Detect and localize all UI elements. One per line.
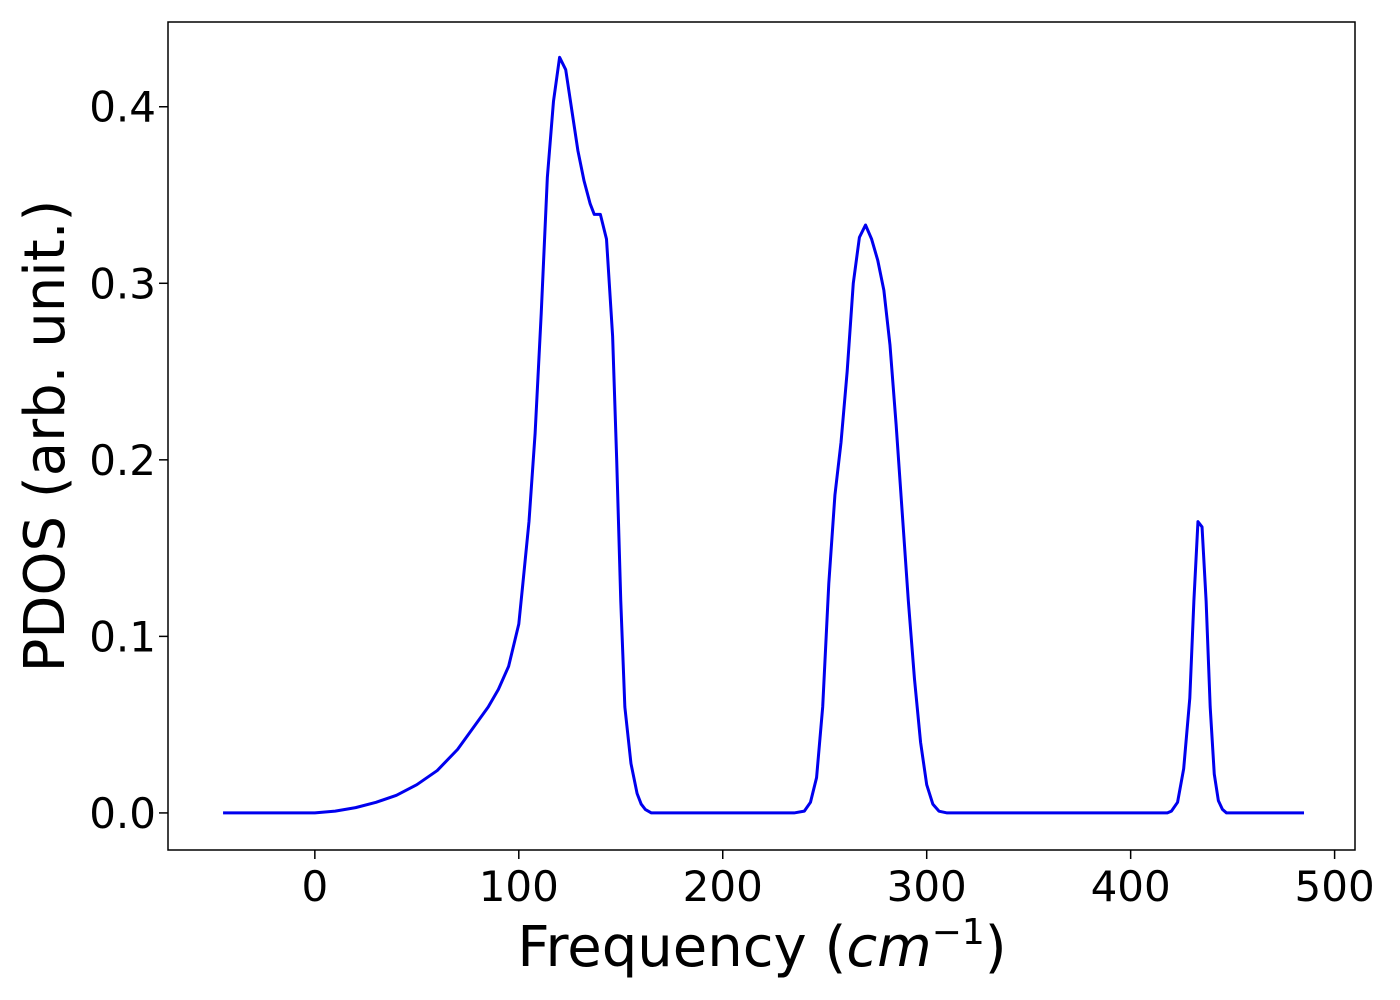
y-axis: 0.0 0.1 0.2 0.3 0.4 (89, 83, 168, 838)
x-tick-label: 400 (1091, 862, 1171, 911)
y-tick-label: 0.0 (89, 789, 156, 838)
x-tick-label: 200 (683, 862, 763, 911)
y-axis-label: PDOS (arb. unit.) (13, 200, 78, 673)
x-axis-unit: cm (846, 915, 931, 980)
x-axis-label: Frequency (cm−1) (517, 912, 1006, 980)
x-tick-label: 0 (301, 862, 328, 911)
y-tick-label: 0.4 (89, 83, 156, 132)
x-tick-label: 100 (479, 862, 559, 911)
x-axis-unit-exponent: −1 (932, 912, 985, 953)
plot-frame (167, 21, 1356, 851)
x-tick-label: 500 (1295, 862, 1375, 911)
y-tick-label: 0.2 (89, 436, 156, 485)
x-tick-label: 300 (887, 862, 967, 911)
y-tick-label: 0.1 (89, 612, 156, 661)
plot-area (223, 55, 1305, 815)
pdos-series-line (223, 55, 1305, 815)
y-tick-label: 0.3 (89, 259, 156, 308)
x-axis: 0 100 200 300 400 500 (301, 850, 1375, 911)
